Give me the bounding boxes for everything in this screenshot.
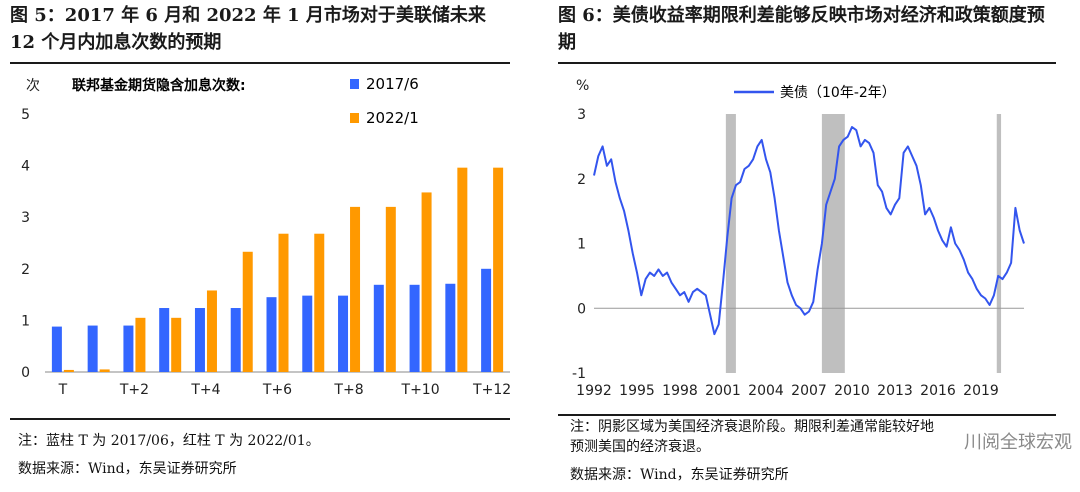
x-tick-label: T+2 [119,382,149,398]
bar-orange [493,167,504,372]
right-note-line1: 注：阴影区域为美国经济衰退阶段。期限利差通常能较好地 [570,419,934,435]
y-tick-label: 0 [577,301,586,317]
right-figure-panel: 图 6：美债收益率期限利差能够反映市场对经济和政策额度预期 % -1 0 1 2 3 199… [548,0,1080,492]
y-axis-unit: % [576,78,589,94]
bar-blue [409,284,420,372]
bar-blue [266,297,277,372]
line-chart: % -1 0 1 2 3 1992 1995 1998 2001 2004 2007 2010 2013 2… [572,78,1025,399]
x-tick-label: 2007 [791,383,827,399]
left-note: 注：蓝柱 T 为 2017/06，红柱 T 为 2022/01。 [18,433,320,449]
y-tick-label: 3 [21,210,30,226]
bar-blue [230,308,241,372]
bar-orange [242,251,253,372]
x-tick-label: 2019 [963,383,999,399]
bar-blue [481,268,492,372]
bar-blue [194,308,205,372]
x-tick-label: T [58,382,68,398]
bar-blue [373,284,384,372]
bar-orange [421,192,432,372]
bar-blue [445,283,456,372]
right-note-line2: 预测美国的经济衰退。 [570,439,710,455]
legend-label: 美债（10年-2年） [780,85,896,101]
bar-orange [99,369,110,372]
x-tick-label: T+8 [333,382,363,398]
left-source: 数据来源：Wind，东吴证券研究所 [18,461,237,477]
left-bottom-rule [10,418,510,420]
bar-orange [457,167,468,372]
x-tick-label: T+10 [401,382,440,398]
series-line-spread [593,126,1025,336]
bar-orange [135,317,146,372]
bar-orange [350,206,361,372]
left-title-rule [10,62,510,64]
left-figure-title: 图 5：2017 年 6 月和 2022 年 1 月市场对于美联储未来 12 个… [10,5,486,53]
bar-blue [51,326,62,372]
y-tick-label: 5 [21,107,30,123]
y-axis-unit: 次 [26,78,40,94]
x-tick-label: T+12 [472,382,511,398]
x-tick-label: 1998 [662,383,698,399]
bar-orange [314,233,325,372]
right-source: 数据来源：Wind，东吴证券研究所 [570,467,789,483]
legend-label: 2017/6 [366,75,419,93]
bar-blue [87,325,98,372]
y-tick-label: 4 [21,159,30,175]
y-tick-label: 1 [577,237,586,253]
bar-chart: 次 联邦基金期货隐含加息次数: 0 1 2 3 4 5 T T+2 T+4 T+6 T+8 T+10 T+1… [21,75,511,398]
bar-blue [123,325,134,372]
recession-shade [725,114,736,373]
right-title-rule [558,62,1056,64]
x-tick-label: T+4 [190,382,220,398]
right-figure-title: 图 6：美债收益率期限利差能够反映市场对经济和政策额度预期 [558,5,1045,53]
x-tick-label: 1995 [619,383,655,399]
bar-orange [171,317,182,372]
bar-orange [63,369,74,372]
legend-swatch [350,79,359,89]
bar-chart-title: 联邦基金期货隐含加息次数: [72,77,246,94]
x-tick-label: 2013 [877,383,913,399]
y-tick-label: 0 [21,365,30,381]
watermark-text: 川阅全球宏观 [964,432,1072,453]
legend-swatch [350,113,359,123]
x-tick-label: 2004 [748,383,784,399]
left-figure-panel: 图 5：2017 年 6 月和 2022 年 1 月市场对于美联储未来 12 个… [0,0,530,492]
y-tick-label: 2 [577,172,586,188]
x-tick-label: 2001 [705,383,741,399]
recession-shade [996,114,1002,373]
x-tick-label: 2010 [834,383,870,399]
recession-shade [821,114,845,373]
legend-label: 2022/1 [366,109,419,127]
right-bottom-rule [558,414,1056,416]
y-tick-label: 3 [577,107,586,123]
y-tick-label: 1 [21,313,30,329]
y-tick-label: -1 [572,366,586,382]
bar-orange [278,233,289,372]
x-tick-label: 2016 [920,383,956,399]
x-tick-label: 1992 [576,383,612,399]
bar-blue [302,295,313,372]
bar-orange [206,290,217,372]
bar-orange [385,206,396,372]
bar-blue [338,295,349,372]
bar-blue [159,308,170,372]
y-tick-label: 2 [21,262,30,278]
x-tick-label: T+6 [262,382,292,398]
